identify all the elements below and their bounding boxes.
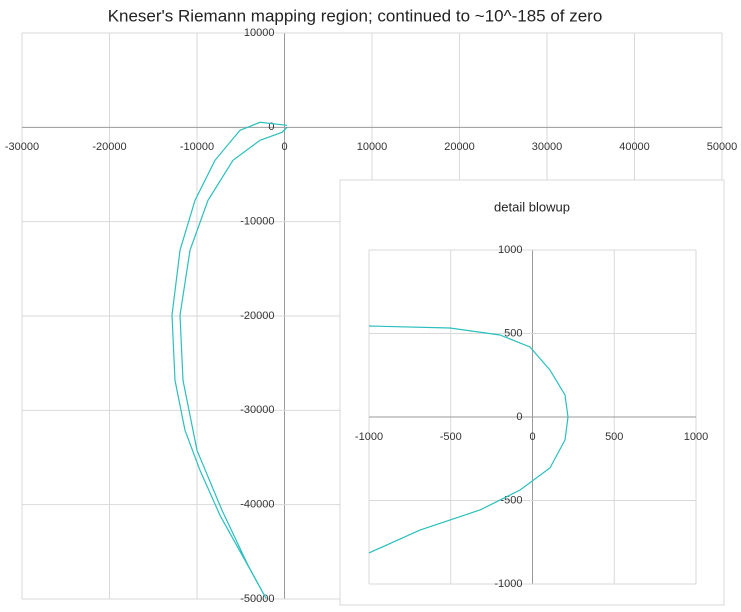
x-tick-label: 20000 bbox=[444, 141, 475, 153]
chart-title: Kneser's Riemann mapping region; continu… bbox=[108, 6, 603, 25]
x-tick-label: 40000 bbox=[619, 141, 650, 153]
y-tick-label: -20000 bbox=[240, 310, 274, 322]
y-tick-label: 10000 bbox=[244, 27, 275, 39]
y-tick-label: -30000 bbox=[240, 404, 274, 416]
data-line bbox=[171, 121, 288, 599]
y-tick-label: -40000 bbox=[240, 499, 274, 511]
x-tick-label: -500 bbox=[440, 431, 462, 443]
x-tick-label: 1000 bbox=[684, 431, 708, 443]
y-tick-label: 0 bbox=[516, 411, 522, 423]
y-tick-label: 1000 bbox=[498, 244, 522, 256]
y-tick-label: -500 bbox=[500, 494, 522, 506]
x-tick-label: 10000 bbox=[357, 141, 388, 153]
x-tick-label: 500 bbox=[605, 431, 623, 443]
x-tick-label: -30000 bbox=[5, 141, 39, 153]
y-tick-label: -1000 bbox=[494, 578, 522, 590]
inset-title: detail blowup bbox=[494, 199, 570, 214]
x-tick-label: 0 bbox=[281, 141, 287, 153]
y-tick-label: 500 bbox=[504, 327, 522, 339]
x-tick-label: -10000 bbox=[180, 141, 214, 153]
x-tick-label: 30000 bbox=[532, 141, 563, 153]
x-tick-label: -20000 bbox=[92, 141, 126, 153]
y-tick-label: -10000 bbox=[240, 216, 274, 228]
x-tick-label: -1000 bbox=[355, 431, 383, 443]
y-tick-label: -50000 bbox=[240, 593, 274, 605]
x-tick-label: 50000 bbox=[707, 141, 738, 153]
y-tick-label: 0 bbox=[268, 121, 274, 133]
x-tick-label: 0 bbox=[529, 431, 535, 443]
data-line bbox=[368, 325, 569, 554]
